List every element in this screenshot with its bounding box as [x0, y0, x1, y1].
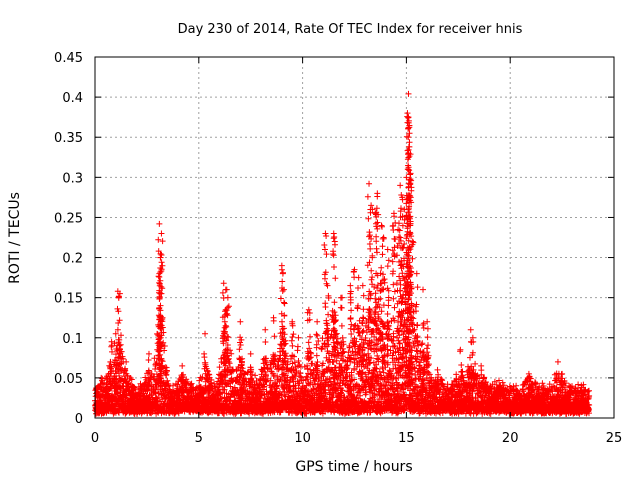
data-point: [156, 220, 163, 227]
x-tick-label: 15: [398, 431, 415, 446]
y-tick-label: 0.35: [54, 131, 83, 146]
data-point: [368, 202, 375, 209]
x-tick-label: 25: [606, 431, 623, 446]
data-point: [395, 226, 402, 233]
data-point: [403, 174, 410, 181]
y-tick-label: 0.3: [62, 171, 83, 186]
data-point: [351, 266, 358, 273]
data-point: [289, 318, 296, 325]
data-point: [374, 190, 381, 197]
data-point: [372, 210, 379, 217]
data-point: [366, 180, 373, 187]
data-point: [158, 230, 165, 237]
x-tick-label: 20: [502, 431, 519, 446]
data-point: [525, 370, 532, 377]
y-tick-label: 0.2: [62, 252, 83, 267]
data-point: [401, 206, 408, 213]
data-point: [295, 334, 302, 341]
data-point: [407, 218, 414, 225]
data-point: [222, 286, 229, 293]
data-point: [224, 294, 231, 301]
data-point: [154, 346, 161, 353]
data-point: [405, 114, 412, 121]
data-point: [405, 90, 412, 97]
data-points: [92, 90, 593, 417]
data-point: [380, 234, 387, 241]
chart-title: Day 230 of 2014, Rate Of TEC Index for r…: [178, 22, 523, 37]
y-tick-label: 0.4: [62, 91, 83, 106]
data-point: [123, 358, 130, 365]
data-point: [378, 222, 385, 229]
data-point: [397, 182, 404, 189]
data-point: [280, 286, 287, 293]
data-point: [457, 346, 464, 353]
data-point: [220, 280, 227, 287]
data-point: [202, 330, 209, 337]
data-point: [399, 194, 406, 201]
y-axis-label: ROTI / TECUs: [7, 192, 23, 284]
data-point: [355, 274, 362, 281]
data-point: [390, 210, 397, 217]
data-point: [469, 334, 476, 341]
data-point: [112, 330, 119, 337]
data-point: [434, 366, 441, 373]
data-point: [554, 358, 561, 365]
y-tick-label: 0.45: [54, 51, 83, 66]
axis-ticks: [94, 56, 615, 419]
y-tick-labels: 0 0.05 0.1 0.15 0.2 0.25 0.3 0.35 0.4 0.45: [54, 51, 83, 427]
data-point: [420, 286, 427, 293]
data-point: [404, 110, 411, 117]
data-point: [496, 382, 503, 389]
data-point: [406, 130, 413, 137]
x-tick-label: 10: [294, 431, 311, 446]
data-point: [278, 262, 285, 269]
data-point: [279, 270, 286, 277]
data-point: [179, 362, 186, 369]
data-point: [467, 326, 474, 333]
data-point: [116, 290, 123, 297]
x-tick-label: 0: [91, 431, 99, 446]
data-point: [158, 290, 165, 297]
x-tick-label: 5: [195, 431, 203, 446]
data-point: [413, 270, 420, 277]
data-point: [405, 150, 412, 157]
data-point: [145, 350, 152, 357]
y-tick-label: 0.1: [62, 332, 83, 347]
data-point: [270, 314, 277, 321]
y-tick-label: 0.15: [54, 292, 83, 307]
data-point: [424, 318, 431, 325]
data-point: [324, 282, 331, 289]
data-point: [331, 238, 338, 245]
data-point: [305, 306, 312, 313]
y-tick-label: 0.25: [54, 211, 83, 226]
y-tick-label: 0.05: [54, 372, 83, 387]
data-point: [237, 318, 244, 325]
data-point: [222, 306, 229, 313]
data-point: [407, 170, 414, 177]
x-tick-labels: 0 5 10 15 20 25: [91, 431, 622, 446]
data-point: [108, 338, 115, 345]
baseline-markers: [92, 113, 593, 417]
x-axis-label: GPS time / hours: [295, 459, 412, 475]
data-point: [478, 362, 485, 369]
data-point: [384, 246, 391, 253]
data-point: [157, 254, 164, 261]
data-point: [359, 282, 366, 289]
data-point: [156, 270, 163, 277]
plot-frame: [94, 56, 615, 419]
data-point: [262, 326, 269, 333]
y-tick-label: 0: [75, 412, 83, 427]
data-point: [339, 294, 346, 301]
data-point: [581, 386, 588, 393]
data-point: [559, 370, 566, 377]
data-point: [314, 318, 321, 325]
data-point: [409, 238, 416, 245]
data-point: [330, 230, 337, 237]
data-point: [347, 282, 354, 289]
data-point: [322, 230, 329, 237]
data-point: [247, 350, 254, 357]
